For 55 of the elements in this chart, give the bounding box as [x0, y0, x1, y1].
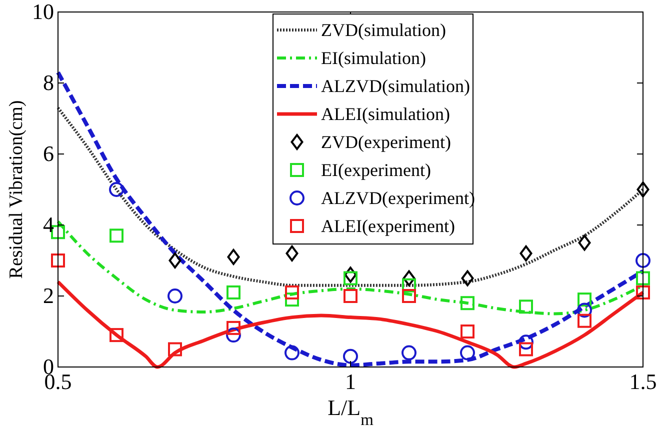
x-tick-label: 1 — [345, 369, 356, 394]
x-tick-label: 1.5 — [629, 369, 657, 394]
point — [284, 345, 300, 360]
point — [51, 254, 65, 268]
point — [402, 270, 416, 286]
point — [344, 289, 358, 303]
point — [460, 345, 475, 360]
point — [226, 328, 241, 343]
point — [285, 292, 299, 307]
x-axis-title: L/L$_{m}$ — [328, 395, 374, 428]
point — [519, 300, 533, 314]
point — [636, 253, 650, 268]
point — [226, 320, 240, 335]
point — [578, 314, 592, 328]
y-axis-title: Residual Vibration(cm) — [6, 100, 27, 279]
point — [110, 228, 124, 243]
point — [578, 292, 592, 307]
y-tick-label: 4 — [43, 212, 54, 237]
point — [518, 334, 534, 350]
point — [402, 289, 416, 303]
point — [519, 342, 533, 356]
point — [344, 266, 357, 283]
y-tick-label: 10 — [32, 0, 54, 24]
legend-label: ALEI(experiment) — [321, 216, 455, 236]
legend-label: ALEI(simulation) — [321, 104, 450, 124]
point — [577, 302, 592, 318]
y-tick-label: 6 — [43, 141, 54, 166]
point — [343, 348, 358, 364]
point — [168, 288, 182, 304]
point — [636, 271, 650, 286]
point — [344, 271, 358, 286]
legend-label: ALZVD(simulation) — [321, 76, 470, 96]
point — [168, 342, 182, 356]
legend-label: EI(simulation) — [321, 48, 426, 68]
y-tick-label: 8 — [43, 70, 54, 95]
point — [226, 285, 240, 300]
point — [227, 248, 240, 265]
legend-label: ZVD(simulation) — [321, 20, 446, 40]
point — [168, 252, 182, 268]
point — [460, 324, 474, 338]
point — [109, 182, 124, 197]
legend-label: EI(experiment) — [321, 160, 431, 180]
point — [636, 285, 650, 300]
point — [520, 245, 532, 262]
y-tick-label: 2 — [43, 283, 54, 308]
point — [285, 285, 299, 300]
legend-label: ZVD(experiment) — [321, 132, 451, 152]
point — [402, 345, 416, 360]
point — [461, 270, 474, 286]
point — [636, 182, 650, 198]
point — [460, 296, 474, 310]
point — [286, 245, 298, 262]
point — [578, 234, 591, 251]
point — [402, 278, 416, 292]
point — [110, 328, 124, 342]
